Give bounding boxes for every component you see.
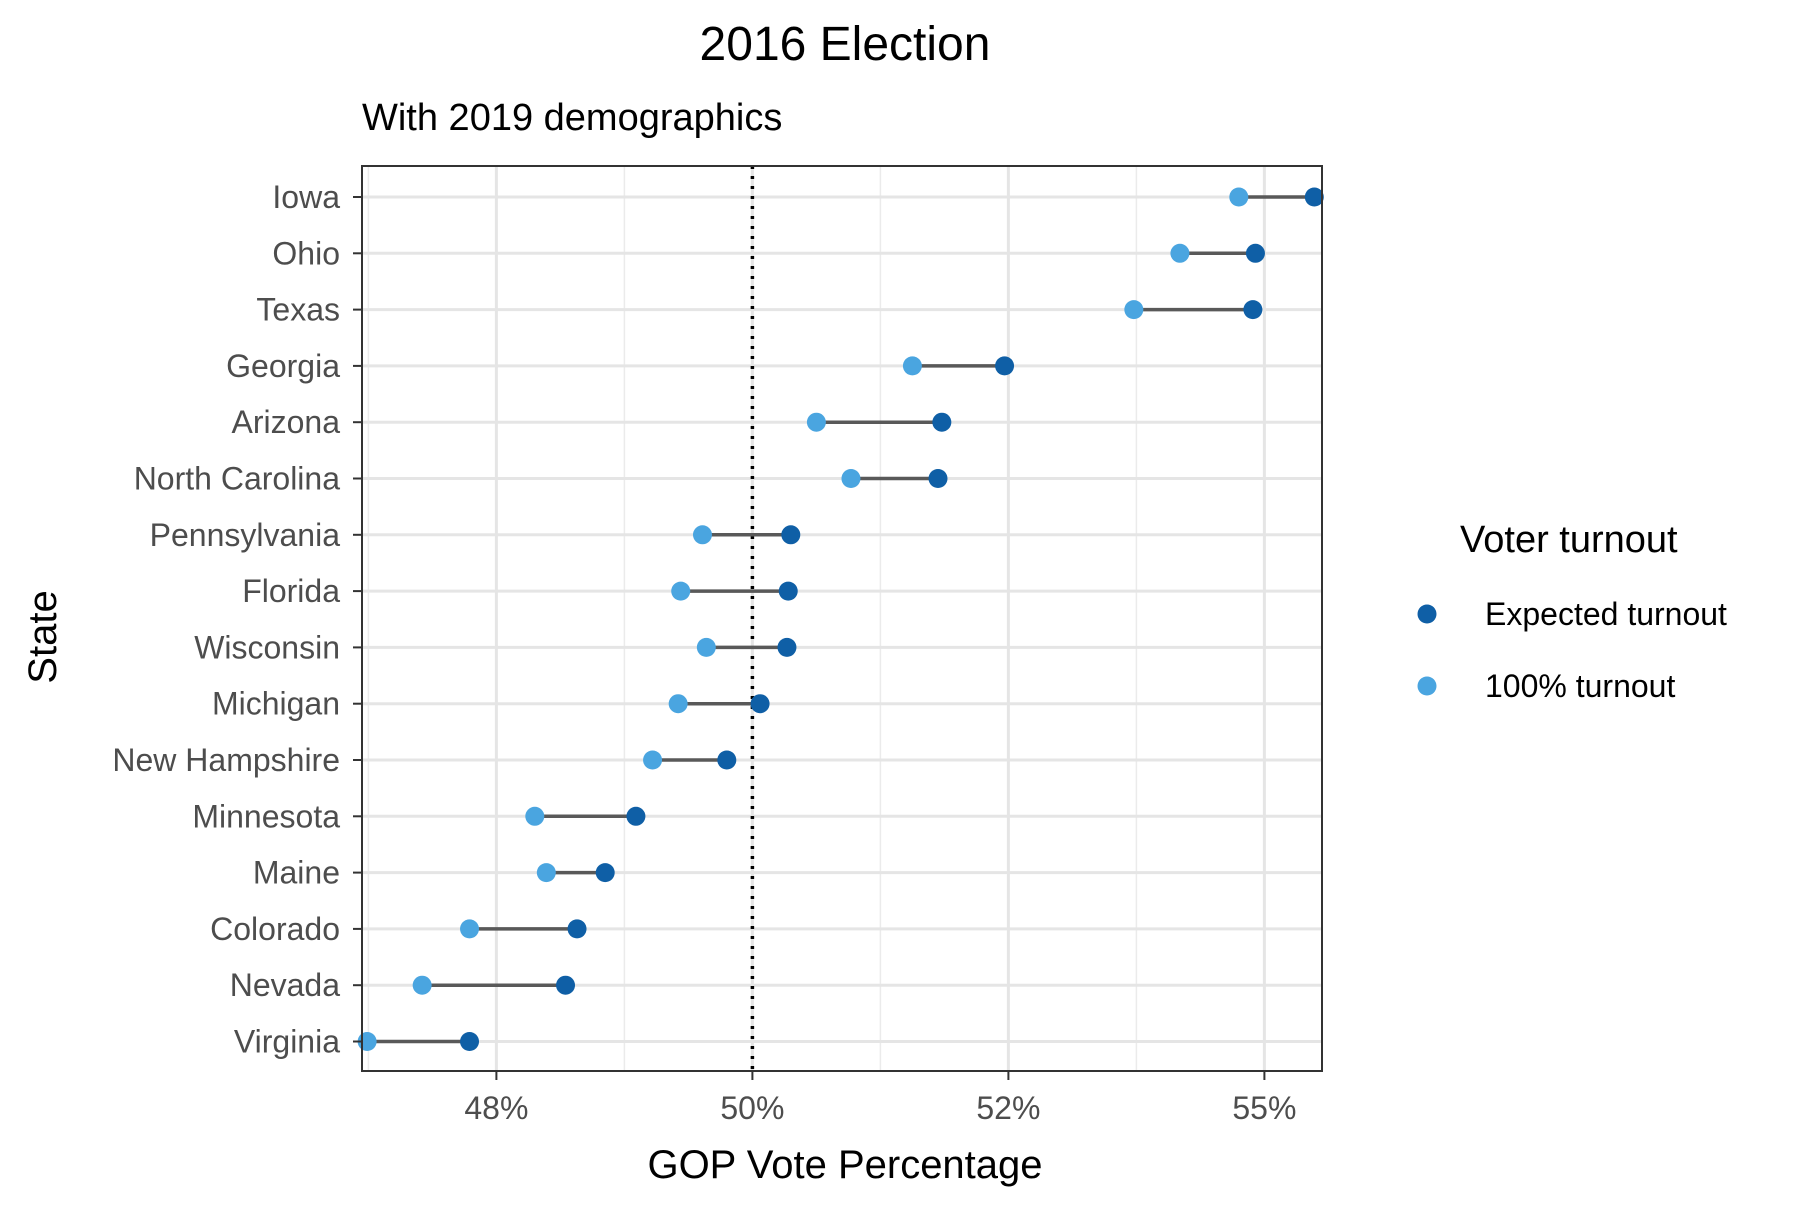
- full-turnout-point: [671, 581, 691, 601]
- panel-background: [362, 166, 1322, 1071]
- expected-turnout-point: [777, 637, 797, 657]
- expected-turnout-point: [626, 806, 646, 826]
- y-tick-label: Ohio: [272, 235, 340, 271]
- full-turnout-point: [692, 525, 712, 545]
- legend-title: Voter turnout: [1460, 519, 1678, 561]
- y-tick-label: Iowa: [272, 179, 340, 215]
- expected-turnout-point: [1304, 187, 1324, 207]
- expected-turnout-point: [932, 412, 952, 432]
- y-tick-label: Michigan: [212, 686, 340, 722]
- full-turnout-point: [525, 806, 545, 826]
- full-turnout-point: [460, 919, 480, 939]
- full-turnout-point: [902, 356, 922, 376]
- y-tick-label: North Carolina: [134, 461, 341, 497]
- full-turnout-point: [668, 694, 688, 714]
- point-layer: [357, 187, 1324, 1051]
- full-turnout-point: [1229, 187, 1249, 207]
- y-tick-label: Nevada: [230, 967, 341, 1003]
- chart-title: 2016 Election: [700, 18, 991, 71]
- legend-key: [1417, 676, 1437, 696]
- chart-subtitle: With 2019 demographics: [362, 97, 782, 139]
- expected-turnout-point: [750, 694, 770, 714]
- y-tick-label: New Hampshire: [112, 742, 340, 778]
- x-tick-label: 48%: [464, 1090, 528, 1126]
- panel-border-rect: [361, 165, 1323, 1072]
- expected-turnout-point: [995, 356, 1015, 376]
- full-turnout-point: [806, 412, 826, 432]
- full-turnout-point: [1170, 243, 1190, 263]
- y-tick-label: Arizona: [232, 404, 341, 440]
- plot-panel: [362, 166, 1322, 1071]
- y-tick-label: Florida: [242, 573, 340, 609]
- expected-turnout-point: [1243, 300, 1263, 320]
- expected-turnout-point: [460, 1032, 480, 1051]
- y-tick-label: Pennsylvania: [150, 517, 341, 553]
- full-turnout-point: [643, 750, 663, 770]
- x-axis: 48% 50% 52% 55%: [464, 1071, 1296, 1126]
- y-axis: Iowa Ohio Texas Georgia Arizona North Carolin…: [112, 179, 362, 1060]
- plot-border: [361, 165, 1323, 1072]
- full-turnout-point: [536, 863, 556, 883]
- full-turnout-point: [696, 637, 716, 657]
- expected-turnout-point: [928, 469, 948, 488]
- expected-turnout-point: [778, 581, 798, 601]
- y-tick-label: Texas: [256, 292, 340, 328]
- expected-turnout-point: [556, 975, 576, 995]
- expected-turnout-point: [717, 750, 737, 770]
- expected-turnout-point: [781, 525, 801, 545]
- y-tick-label: Maine: [253, 855, 340, 891]
- segment-layer: [367, 195, 1315, 1044]
- expected-turnout-point: [567, 919, 587, 939]
- y-tick-label: Georgia: [226, 348, 340, 384]
- y-tick-label: Virginia: [234, 1024, 340, 1060]
- legend: Voter turnout Expected turnout 100% turno…: [1417, 519, 1727, 704]
- x-tick-label: 55%: [1232, 1090, 1296, 1126]
- y-tick-label: Colorado: [210, 911, 340, 947]
- full-turnout-point: [412, 975, 432, 995]
- legend-label: Expected turnout: [1485, 596, 1727, 632]
- y-tick-label: Minnesota: [192, 798, 340, 834]
- x-axis-title: GOP Vote Percentage: [647, 1143, 1042, 1187]
- y-axis-title: State: [21, 590, 65, 683]
- legend-label: 100% turnout: [1485, 668, 1675, 704]
- full-turnout-point: [1124, 300, 1144, 320]
- expected-turnout-point: [595, 863, 615, 883]
- legend-key: [1417, 604, 1437, 624]
- x-tick-label: 50%: [720, 1090, 784, 1126]
- y-tick-label: Wisconsin: [194, 629, 340, 665]
- expected-turnout-point: [1245, 243, 1265, 263]
- full-turnout-point: [841, 469, 861, 488]
- x-tick-label: 52%: [976, 1090, 1040, 1126]
